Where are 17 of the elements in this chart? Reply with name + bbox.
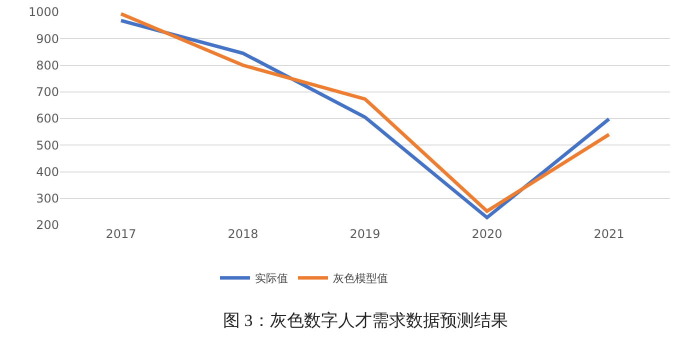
y-tick-label: 400 — [36, 164, 59, 179]
x-tick-label: 2018 — [228, 227, 258, 241]
y-tick-label: 200 — [36, 218, 59, 232]
x-tick-label: 2017 — [106, 227, 136, 241]
legend-label: 实际值 — [255, 272, 288, 286]
y-tick-label: 600 — [36, 112, 59, 126]
y-tick-label: 300 — [36, 192, 59, 206]
y-tick-label: 1000 — [28, 5, 59, 20]
caption: 图 3：灰色数字人才需求数据预测结果 — [223, 311, 508, 330]
y-tick-label: 900 — [36, 32, 59, 46]
x-tick-label: 2019 — [350, 227, 380, 241]
legend-label: 灰色模型值 — [333, 272, 388, 286]
x-tick-label: 2020 — [472, 227, 502, 241]
y-tick-label: 800 — [36, 58, 59, 72]
x-tick-label: 2021 — [594, 227, 624, 241]
y-tick-label: 700 — [36, 85, 59, 100]
y-tick-label: 500 — [36, 138, 59, 152]
